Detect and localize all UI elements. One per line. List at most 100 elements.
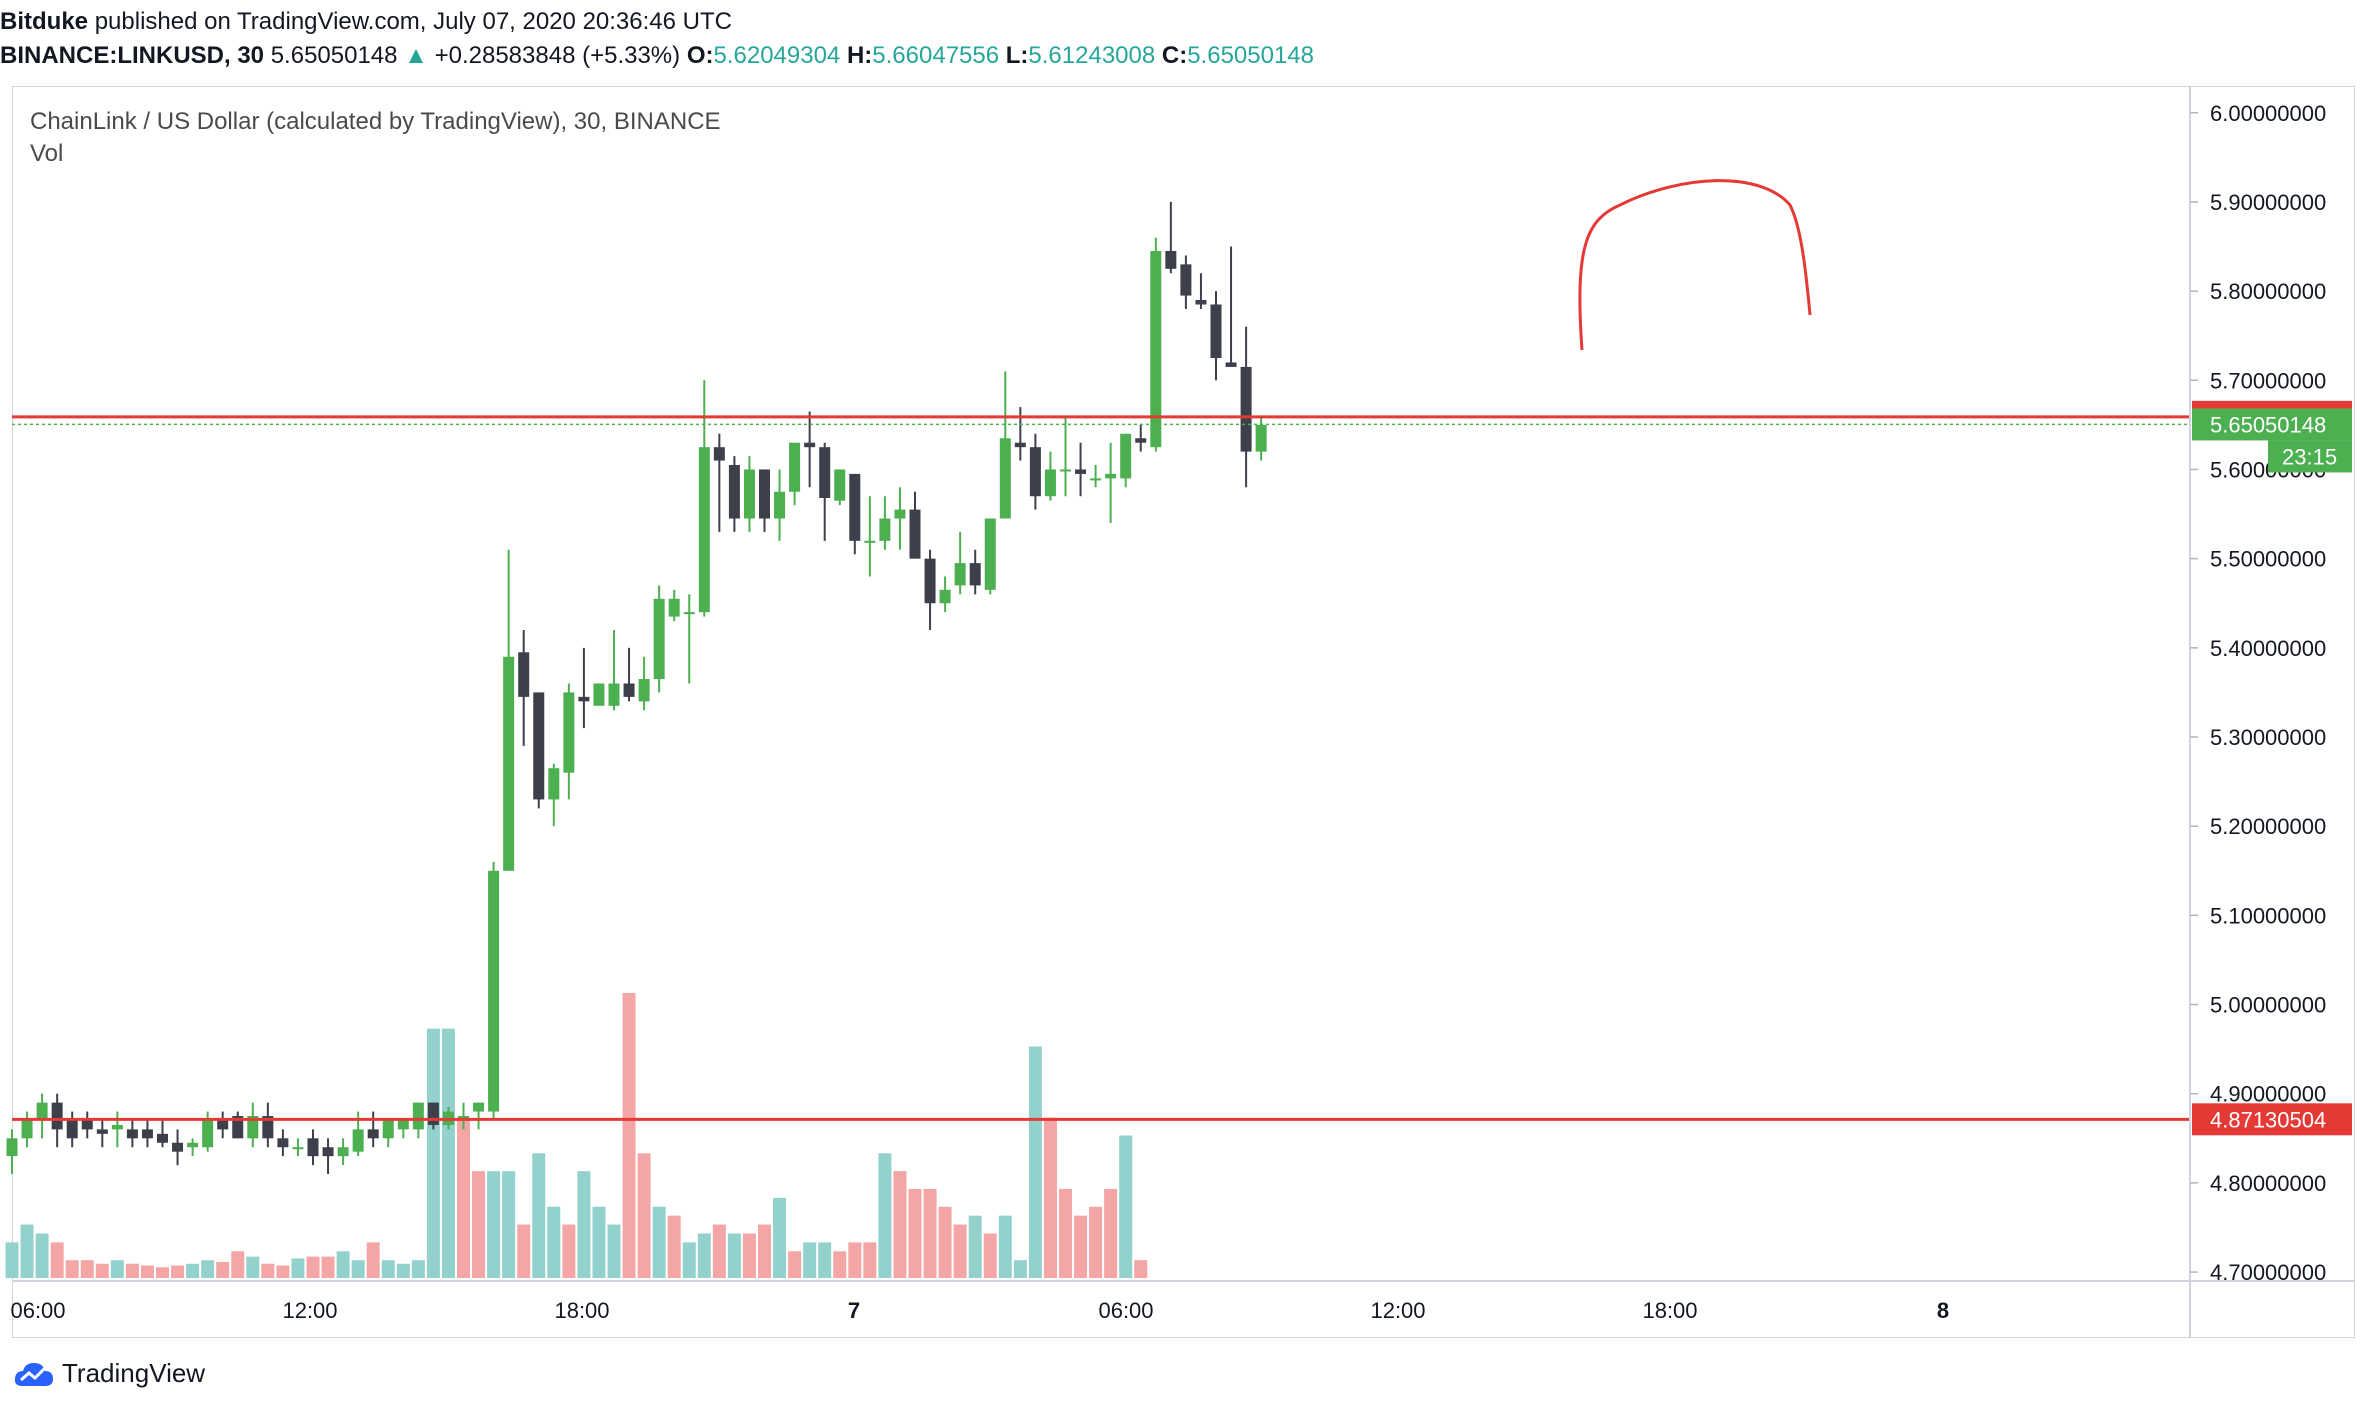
candle-body [157, 1133, 168, 1143]
candle [563, 683, 575, 800]
candle [503, 549, 515, 871]
time-tick-label: 06:00 [1098, 1298, 1153, 1323]
candle-body [563, 692, 575, 773]
candle-body [984, 518, 996, 590]
candle-body [969, 563, 981, 586]
volume-bar [742, 1233, 756, 1278]
symbol: BINANCE:LINKUSD, 30 [0, 42, 265, 69]
volume-bar [788, 1251, 802, 1278]
volume-bar [110, 1260, 124, 1278]
candle [1014, 407, 1026, 461]
candle-body [1180, 264, 1192, 296]
volume-bar [953, 1224, 967, 1278]
candle-body [533, 692, 545, 800]
volume-layer [5, 993, 1148, 1278]
candle-body [503, 656, 515, 871]
price-tick-label: 5.50000000 [2210, 547, 2326, 572]
candle-body [924, 558, 936, 604]
candle-body [578, 696, 590, 702]
time-tick-label: 8 [1937, 1298, 1949, 1323]
candle [608, 629, 620, 711]
volume-bar [773, 1197, 787, 1278]
candle-body [1255, 424, 1267, 452]
candle-body [1120, 433, 1132, 479]
candle-body [1090, 478, 1102, 481]
candle [217, 1111, 229, 1139]
candle [36, 1093, 48, 1139]
annotation-layer [1578, 179, 1812, 351]
candle [1120, 433, 1132, 488]
candle-body [81, 1120, 93, 1130]
candle-body [66, 1120, 78, 1139]
volume-bar [366, 1242, 380, 1278]
volume-bar [968, 1215, 982, 1278]
candle-body [1044, 469, 1056, 497]
candle [834, 469, 846, 506]
volume-bar [818, 1242, 832, 1278]
candle-body [849, 473, 861, 541]
candle-body [939, 589, 951, 604]
volume-bar [863, 1242, 877, 1278]
volume-bar [577, 1171, 591, 1278]
volume-bar [35, 1233, 49, 1278]
volume-bar [351, 1260, 365, 1278]
published-text: published on TradingView.com, July 07, 2… [94, 8, 732, 35]
price-tick-label: 4.80000000 [2210, 1171, 2326, 1196]
candle [548, 763, 560, 827]
candle-body [1240, 366, 1252, 452]
volume-bar [547, 1206, 561, 1278]
candle-body [1060, 469, 1071, 472]
candle-body [1210, 304, 1222, 358]
candle [789, 442, 801, 506]
tradingview-cloud-icon [14, 1362, 53, 1386]
candle-body [1150, 250, 1162, 448]
candle-body [427, 1102, 439, 1125]
volume-bar [201, 1260, 215, 1278]
drawn-arc-annotation [1578, 179, 1812, 351]
price-tick-label: 5.30000000 [2210, 725, 2326, 750]
candle-body [217, 1120, 229, 1130]
time-tick-label: 18:00 [1642, 1298, 1697, 1323]
candle-body [6, 1138, 18, 1157]
candle [1044, 451, 1056, 501]
candle [969, 549, 981, 595]
l-label: L: [1005, 42, 1029, 69]
last-price-tag: 5.65050148 [2192, 408, 2352, 441]
volume-bar [652, 1206, 666, 1278]
time-tick-label: 7 [848, 1298, 860, 1323]
volume-bar [908, 1188, 922, 1278]
candle-body [713, 447, 725, 461]
tradingview-logo[interactable]: TradingView [14, 1358, 205, 1389]
time-tick-label: 12:00 [282, 1298, 337, 1323]
candle [864, 496, 876, 577]
volume-bar [291, 1258, 305, 1278]
candle [247, 1102, 259, 1148]
candle [111, 1111, 123, 1148]
chart-frame[interactable] [12, 86, 2355, 1338]
volume-bar [667, 1215, 681, 1278]
candle-body [774, 491, 786, 519]
candle-body [322, 1147, 334, 1157]
volume-bar [156, 1267, 169, 1278]
volume-bar [622, 993, 636, 1278]
level-price-tag-bg [2192, 1103, 2352, 1136]
volume-bar [1013, 1260, 1027, 1278]
candle [518, 629, 530, 746]
candle [819, 442, 831, 541]
o-value: 5.62049304 [713, 42, 841, 69]
candle-body [262, 1116, 274, 1139]
candle-body [894, 509, 906, 519]
volume-bar [1104, 1188, 1118, 1278]
candle [1105, 442, 1117, 523]
candle-body [247, 1116, 259, 1139]
price-axis: 6.00000000 5.90000000 5.80000000 5.70000000… [2190, 101, 2326, 1285]
candle [1135, 424, 1147, 452]
volume-bar [532, 1153, 546, 1278]
candle [382, 1120, 394, 1148]
candle [728, 456, 740, 532]
candle-body [292, 1147, 304, 1150]
volume-bar [878, 1153, 892, 1278]
candle [277, 1129, 289, 1157]
